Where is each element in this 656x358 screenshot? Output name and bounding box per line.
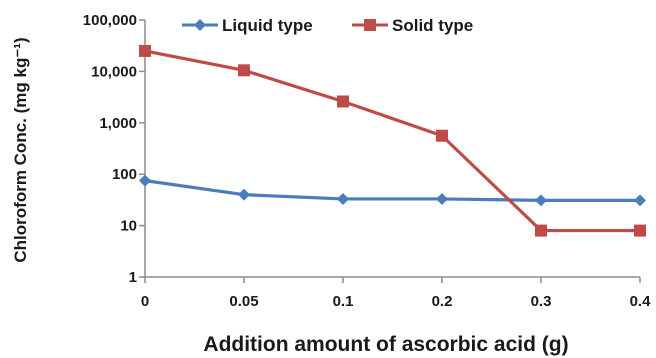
- data-point-liquid: [634, 194, 646, 207]
- x-tick-label: 0.05: [229, 293, 258, 310]
- series-line-liquid: [144, 179, 640, 202]
- legend-marker-liquid: [194, 19, 206, 31]
- legend: Liquid type Solid type: [182, 16, 473, 35]
- series-line-solid: [144, 49, 640, 233]
- x-axis-title: Addition amount of ascorbic acid (g): [203, 333, 568, 356]
- legend-marker-solid: [364, 19, 376, 31]
- legend-label-liquid: Liquid type: [222, 16, 313, 35]
- x-tick-label: 0.2: [432, 293, 453, 310]
- y-ticks: 1 10 100 1,000 10,000 100,000: [83, 12, 145, 286]
- series-layer: [139, 44, 646, 237]
- y-tick-label: 100,000: [83, 12, 137, 29]
- data-point-solid: [634, 224, 646, 237]
- y-tick-label: 1,000: [99, 115, 137, 132]
- data-point-solid: [337, 95, 349, 108]
- x-tick-label: 0.4: [630, 293, 652, 310]
- data-point-solid: [238, 64, 250, 77]
- x-tick-label: 0.3: [531, 293, 552, 310]
- y-tick-label: 100: [112, 166, 137, 183]
- x-tick-label: 0.1: [333, 293, 354, 310]
- legend-item-solid: Solid type: [352, 16, 473, 35]
- axes: [144, 20, 640, 278]
- data-point-solid: [436, 129, 448, 142]
- x-ticks: 0 0.05 0.1 0.2 0.3 0.4: [141, 277, 651, 310]
- legend-item-liquid: Liquid type: [182, 16, 313, 35]
- data-point-liquid: [436, 192, 448, 205]
- x-tick-label: 0: [141, 293, 149, 310]
- data-point-liquid: [337, 192, 349, 205]
- data-point-liquid: [139, 174, 151, 187]
- data-point-liquid: [238, 188, 250, 201]
- y-tick-label: 1: [129, 269, 137, 286]
- data-point-liquid: [535, 194, 547, 207]
- legend-label-solid: Solid type: [392, 16, 473, 35]
- y-tick-label: 10: [120, 218, 137, 235]
- data-point-solid: [535, 224, 547, 237]
- data-point-solid: [139, 44, 151, 57]
- y-axis-title: Chloroform Conc. (mg kg⁻¹): [11, 37, 30, 262]
- y-tick-label: 10,000: [91, 63, 137, 80]
